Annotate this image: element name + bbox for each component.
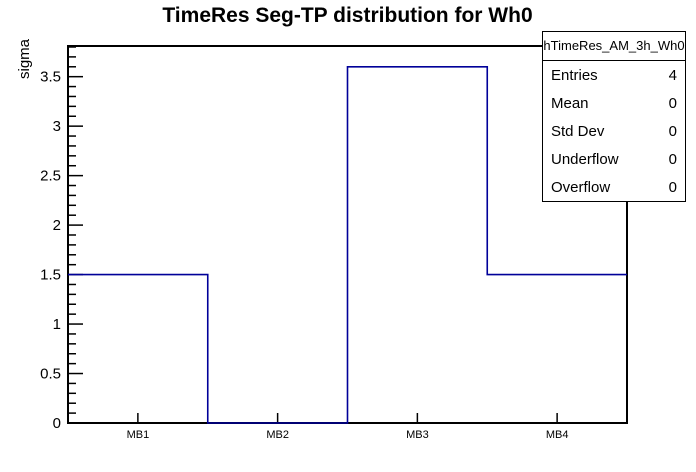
- stats-value: 4: [668, 66, 677, 84]
- y-tick-label: 1: [53, 316, 61, 333]
- y-tick-label: 2.5: [40, 168, 61, 185]
- x-tick-label: MB4: [546, 429, 569, 441]
- stats-label: Entries: [551, 66, 598, 84]
- stats-label: Overflow: [551, 178, 611, 196]
- histogram-line: [68, 65, 627, 424]
- y-tick-label: 2: [53, 217, 61, 234]
- stats-label: Mean: [551, 94, 589, 112]
- stats-box-title: hTimeRes_AM_3h_Wh0: [543, 32, 685, 61]
- x-tick-label: MB3: [406, 429, 429, 441]
- x-tick-label: MB1: [127, 429, 150, 441]
- x-tick-label: MB2: [266, 429, 289, 441]
- y-axis-title: sigma: [16, 39, 33, 80]
- stats-label: Std Dev: [551, 122, 605, 140]
- y-tick-label: 0.5: [40, 366, 61, 383]
- stats-row-overflow: Overflow 0: [543, 173, 685, 201]
- stats-value: 0: [668, 150, 677, 168]
- stats-value: 0: [668, 94, 677, 112]
- stats-row-entries: Entries 4: [543, 61, 685, 89]
- stats-value: 0: [668, 178, 677, 196]
- stats-label: Underflow: [551, 150, 619, 168]
- stats-box: hTimeRes_AM_3h_Wh0 Entries 4 Mean 0 Std …: [542, 31, 686, 202]
- y-tick-label: 3: [53, 118, 61, 135]
- stats-row-mean: Mean 0: [543, 89, 685, 117]
- chart-title: TimeRes Seg-TP distribution for Wh0: [162, 4, 533, 27]
- y-tick-label: 1.5: [40, 267, 61, 284]
- y-tick-label: 3.5: [40, 69, 61, 86]
- y-tick-label: 0: [53, 415, 61, 432]
- stats-row-underflow: Underflow 0: [543, 145, 685, 173]
- stats-value: 0: [668, 122, 677, 140]
- stats-row-stddev: Std Dev 0: [543, 117, 685, 145]
